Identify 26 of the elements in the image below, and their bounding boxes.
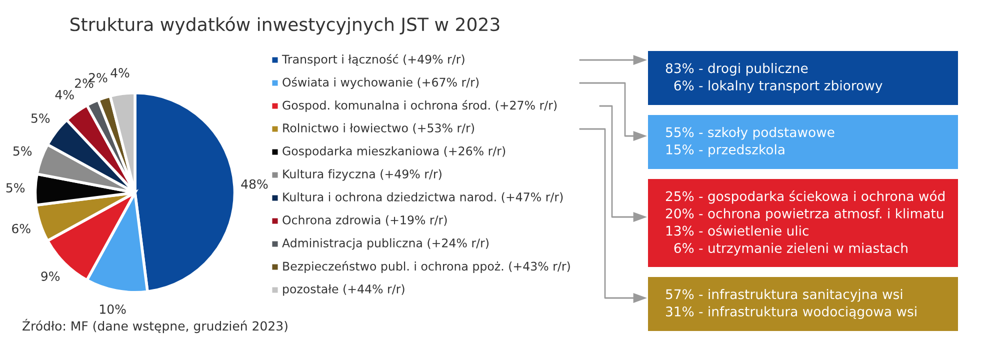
legend-label: Gospodarka mieszkaniowa (+26% r/r) (282, 146, 506, 158)
text: Źródło: MF (dane wstępne, grudzień 2023) (22, 318, 288, 334)
text: 83% - drogi publiczne 6% - lokalny transport zbiorowy (666, 62, 882, 94)
data-label: 5% (13, 146, 32, 156)
legend-label: Administracja publiczna (+24% r/r) (282, 238, 488, 250)
data-label: 4% (110, 68, 130, 78)
legend-label: Transport i łączność (+49% r/r) (282, 54, 464, 66)
legend-label: Ochrona zdrowia (+19% r/r) (282, 215, 447, 226)
text: 57% - infrastruktura sanitacyjna wsi 31% - infrastruktura wodociągowa wsi (666, 288, 916, 320)
legend-label: pozostałe (+44% r/r) (283, 284, 404, 296)
data-label: 4% (55, 90, 74, 100)
legend-label: Oświata i wychowanie (+67% r/r) (282, 77, 479, 89)
chart-title: Struktura wydatków inwestycyjnych JST w 2023 (70, 16, 500, 35)
data-label: 5% (6, 183, 25, 193)
legend-label: Gospod. komunalna i ochrona środ. (+27% r/r) (282, 100, 557, 112)
data-label: 48% (241, 179, 268, 189)
text: 55% - szkoły podstawowe 15% - przedszkola (666, 126, 834, 158)
data-label: 10% (100, 304, 126, 314)
legend-label: Rolnictwo i łowiectwo (+53% r/r) (283, 123, 474, 134)
data-label: 9% (41, 272, 60, 281)
legend-label: Kultura fizyczna (+49% r/r) (283, 169, 442, 181)
text: 25% - gospodarka ściekowa i ochrona wód 20% - ochrona powietrza atmosf. i klimatu 13% - oświetlenie ulic 6% - utrzymanie zieleni w miastach (666, 190, 944, 256)
legend-label: Kultura i ochrona dziedzictwa narod. (+47% r/r) (283, 192, 563, 203)
legend-label: Bezpieczeństwo publ. i ochrona ppoż. (+43% r/r) (283, 261, 570, 273)
data-label: 5% (31, 113, 50, 123)
data-label: 6% (12, 224, 30, 234)
